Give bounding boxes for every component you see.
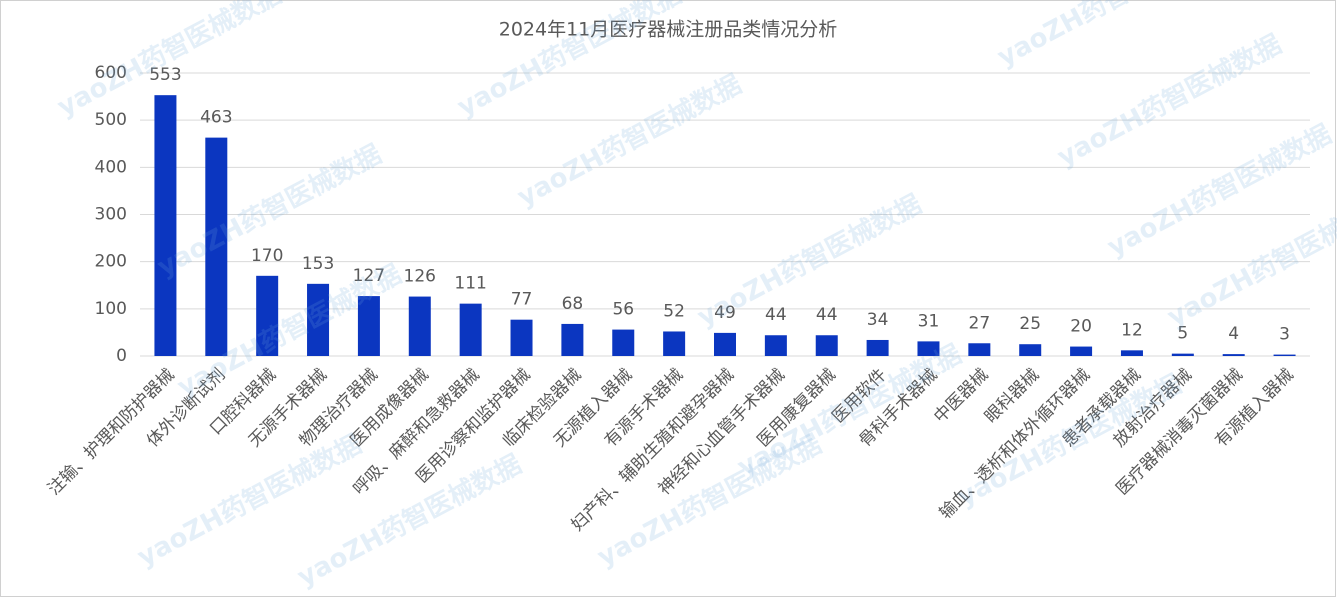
value-label: 77 [511,290,533,310]
bar [408,296,431,356]
bar [1120,350,1143,356]
value-label: 153 [302,254,334,274]
y-tick-label: 600 [95,63,127,83]
y-tick-label: 100 [95,299,127,319]
bar [307,283,330,356]
y-tick-label: 0 [116,346,127,366]
bar [459,303,482,356]
value-label: 553 [149,65,181,85]
bar [968,343,991,356]
value-label: 111 [454,274,486,294]
value-label: 4 [1228,324,1239,344]
value-label: 3 [1279,325,1290,345]
value-label: 34 [867,310,889,330]
value-label: 44 [765,305,787,325]
bar [1222,354,1245,356]
value-label: 126 [404,267,436,287]
y-tick-label: 300 [95,205,127,225]
bar [612,329,635,356]
bar [1273,354,1296,356]
bar [1171,353,1194,356]
value-label: 31 [918,311,940,331]
value-label: 68 [562,294,584,314]
bar [154,95,177,356]
bar [205,137,228,356]
y-tick-label: 200 [95,252,127,272]
value-label: 56 [612,300,634,320]
value-label: 5 [1177,324,1188,344]
bar [866,339,889,356]
bar [663,331,686,356]
bar [357,296,380,356]
value-label: 49 [714,303,736,323]
bar [815,335,838,356]
value-label: 27 [969,313,991,333]
bar [510,319,533,356]
y-tick-label: 400 [95,157,127,177]
bar [714,332,736,356]
value-label: 25 [1019,314,1041,334]
value-label: 44 [816,305,838,325]
value-label: 52 [663,301,685,321]
bar [561,323,584,356]
chart-title: 2024年11月医疗器械注册品类情况分析 [499,19,838,41]
y-tick-label: 500 [95,110,127,130]
value-label: 20 [1070,317,1092,337]
value-label: 127 [353,266,385,286]
bar [764,335,787,356]
value-label: 463 [200,108,232,128]
value-label: 170 [251,246,283,266]
bar [917,341,940,356]
bar [256,275,279,356]
bar [1019,344,1042,356]
bar [1070,346,1093,356]
value-label: 12 [1121,320,1143,340]
